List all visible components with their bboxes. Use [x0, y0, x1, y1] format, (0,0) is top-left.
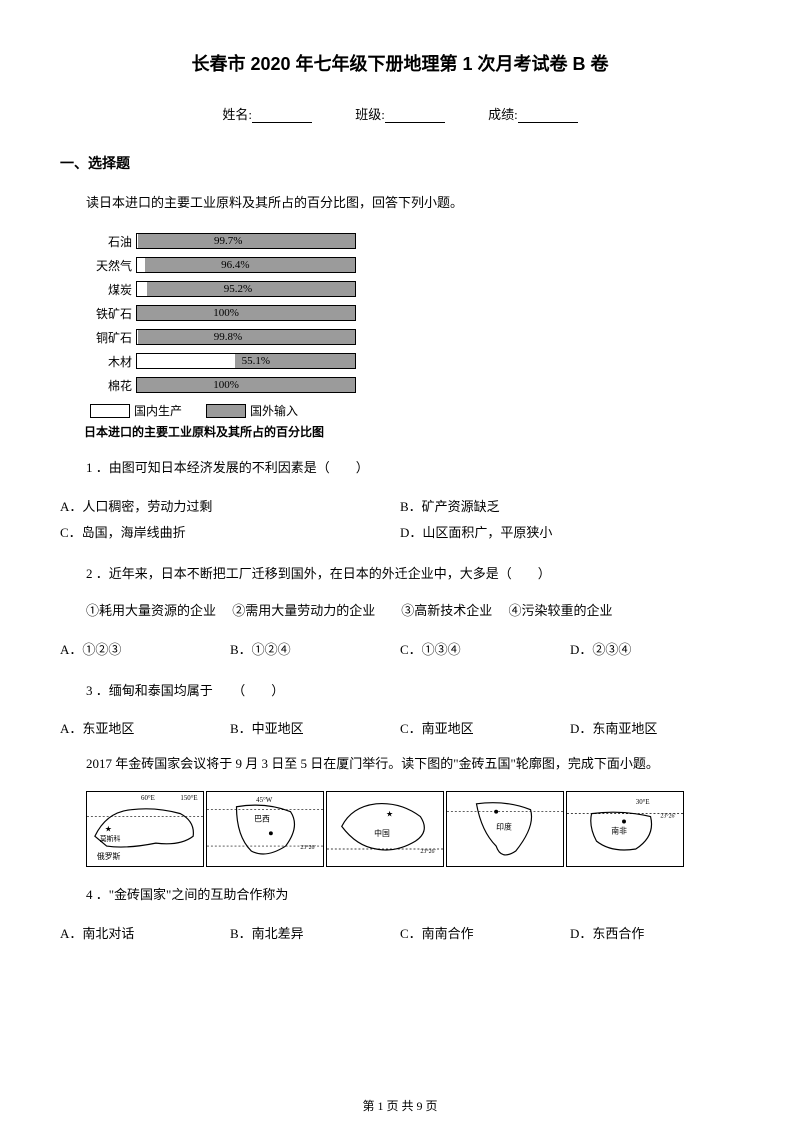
chart-bar-domestic — [137, 354, 235, 368]
name-label: 姓名: — [222, 104, 252, 123]
passage-2: 2017 年金砖国家会议将于 9 月 3 日至 5 日在厦门举行。读下图的"金砖… — [60, 752, 740, 775]
q2-options: A．①②③ B．①②④ C．①③④ D．②③④ — [60, 637, 740, 663]
q3-opt-c[interactable]: C．南亚地区 — [400, 716, 570, 742]
q2-opt-d[interactable]: D．②③④ — [570, 637, 740, 663]
exam-title: 长春市 2020 年七年级下册地理第 1 次月考试卷 B 卷 — [60, 50, 740, 76]
import-chart: 石油 99.7% 天然气 96.4% 煤炭 95.2% 铁矿石 100% 铜矿石 99.8% 木材 5… — [86, 230, 356, 396]
score-blank[interactable] — [518, 109, 578, 123]
legend-domestic-label: 国内生产 — [134, 402, 182, 419]
question-3: 3 ．缅甸和泰国均属于 （ ） — [60, 679, 740, 702]
map-outline: 印度 — [446, 791, 564, 867]
q1-options: A．人口稠密，劳动力过剩 B．矿产资源缺乏 C．岛国，海岸线曲折 D．山区面积广… — [60, 494, 740, 546]
chart-bar-value: 95.2% — [224, 283, 252, 295]
svg-text:23°26′: 23°26′ — [420, 848, 435, 855]
chart-bar-value: 99.7% — [214, 235, 242, 247]
chart-bar: 96.4% — [136, 257, 356, 273]
q4-opt-c[interactable]: C．南南合作 — [400, 921, 570, 947]
score-label: 成绩: — [488, 104, 518, 123]
chart-bar: 95.2% — [136, 281, 356, 297]
chart-bar-value: 99.8% — [214, 331, 242, 343]
q1-opt-a[interactable]: A．人口稠密，劳动力过剩 — [60, 494, 400, 520]
svg-text:巴西: 巴西 — [254, 815, 270, 824]
svg-text:30°E: 30°E — [636, 799, 650, 806]
svg-text:★: ★ — [105, 825, 112, 834]
map-outline: 30°E 23°26′ 南非 — [566, 791, 684, 867]
svg-text:150°E: 150°E — [180, 795, 197, 802]
svg-text:23°26′: 23°26′ — [660, 813, 675, 820]
chart-bar: 99.7% — [136, 233, 356, 249]
chart-bar-value: 100% — [213, 379, 239, 391]
chart-bar: 55.1% — [136, 353, 356, 369]
name-blank[interactable] — [252, 109, 312, 123]
q1-opt-b[interactable]: B．矿产资源缺乏 — [400, 494, 740, 520]
svg-text:45°W: 45°W — [256, 797, 273, 804]
chart-row: 煤炭 95.2% — [86, 278, 356, 300]
map-outline: 45°W 23°26′ 巴西 — [206, 791, 324, 867]
section-heading-1: 一、选择题 — [60, 153, 740, 173]
chart-row: 天然气 96.4% — [86, 254, 356, 276]
svg-text:中国: 中国 — [374, 829, 390, 839]
svg-text:23°26′: 23°26′ — [300, 844, 315, 851]
chart-row-label: 铜矿石 — [86, 329, 136, 346]
chart-bar: 100% — [136, 305, 356, 321]
svg-text:俄罗斯: 俄罗斯 — [97, 851, 121, 861]
brics-maps: 60°E150°E★莫斯科俄罗斯45°W23°26′巴西23°26′中国★印度3… — [86, 791, 740, 867]
passage-1: 读日本进口的主要工业原料及其所占的百分比图，回答下列小题。 — [60, 191, 740, 214]
q3-opt-a[interactable]: A．东亚地区 — [60, 716, 230, 742]
chart-row: 铁矿石 100% — [86, 302, 356, 324]
chart-row-label: 天然气 — [86, 257, 136, 274]
chart-bar: 99.8% — [136, 329, 356, 345]
class-label: 班级: — [355, 104, 385, 123]
q3-opt-d[interactable]: D．东南亚地区 — [570, 716, 740, 742]
svg-text:南非: 南非 — [611, 826, 627, 836]
chart-bar-value: 100% — [213, 307, 239, 319]
question-4: 4 ．"金砖国家"之间的互助合作称为 — [60, 883, 740, 906]
svg-text:★: ★ — [386, 810, 393, 819]
q2-opt-c[interactable]: C．①③④ — [400, 637, 570, 663]
chart-bar-value: 55.1% — [242, 355, 270, 367]
legend-import-label: 国外输入 — [250, 402, 298, 419]
q4-options: A．南北对话 B．南北差异 C．南南合作 D．东西合作 — [60, 921, 740, 947]
q2-opt-b[interactable]: B．①②④ — [230, 637, 400, 663]
q3-opt-b[interactable]: B．中亚地区 — [230, 716, 400, 742]
chart-bar-domestic — [137, 258, 145, 272]
chart-row: 木材 55.1% — [86, 350, 356, 372]
map-outline: 23°26′ 中国 ★ — [326, 791, 444, 867]
chart-row-label: 石油 — [86, 233, 136, 250]
q3-options: A．东亚地区 B．中亚地区 C．南亚地区 D．东南亚地区 — [60, 716, 740, 742]
chart-bar-domestic — [137, 234, 138, 248]
chart-row-label: 木材 — [86, 353, 136, 370]
chart-row: 石油 99.7% — [86, 230, 356, 252]
svg-text:莫斯科: 莫斯科 — [100, 834, 121, 843]
chart-row-label: 煤炭 — [86, 281, 136, 298]
student-info-line: 姓名: 班级: 成绩: — [60, 104, 740, 123]
question-1: 1 ．由图可知日本经济发展的不利因素是（ ） — [60, 456, 740, 479]
q1-opt-d[interactable]: D．山区面积广，平原狭小 — [400, 520, 740, 546]
svg-text:60°E: 60°E — [141, 795, 155, 802]
q4-opt-a[interactable]: A．南北对话 — [60, 921, 230, 947]
q4-opt-d[interactable]: D．东西合作 — [570, 921, 740, 947]
class-blank[interactable] — [385, 109, 445, 123]
legend-domestic-box — [90, 404, 130, 418]
chart-bar-domestic — [137, 282, 147, 296]
chart-legend: 国内生产 国外输入 — [90, 402, 740, 419]
svg-text:印度: 印度 — [496, 822, 512, 832]
q1-opt-c[interactable]: C．岛国，海岸线曲折 — [60, 520, 400, 546]
chart-row: 铜矿石 99.8% — [86, 326, 356, 348]
q2-subtext: ①耗用大量资源的企业 ②需用大量劳动力的企业 ③高新技术企业 ④污染较重的企业 — [60, 599, 740, 622]
q4-opt-b[interactable]: B．南北差异 — [230, 921, 400, 947]
chart-caption: 日本进口的主要工业原料及其所占的百分比图 — [84, 423, 740, 440]
chart-row-label: 铁矿石 — [86, 305, 136, 322]
chart-row-label: 棉花 — [86, 377, 136, 394]
chart-bar-value: 96.4% — [221, 259, 249, 271]
legend-import-box — [206, 404, 246, 418]
chart-bar: 100% — [136, 377, 356, 393]
q2-opt-a[interactable]: A．①②③ — [60, 637, 230, 663]
question-2: 2 ．近年来，日本不断把工厂迁移到国外，在日本的外迁企业中，大多是（ ） — [60, 562, 740, 585]
map-outline: 60°E 150°E ★莫斯科俄罗斯 — [86, 791, 204, 867]
chart-row: 棉花 100% — [86, 374, 356, 396]
page-footer: 第 1 页 共 9 页 — [0, 1097, 800, 1114]
